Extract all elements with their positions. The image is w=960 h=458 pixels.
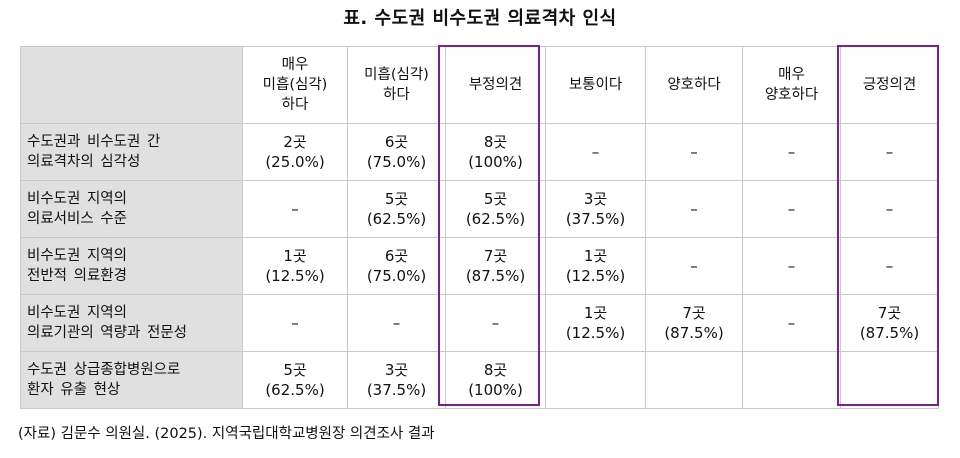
table-cell: 2곳 (25.0%) xyxy=(242,123,348,181)
table-cell: – xyxy=(545,123,646,181)
table-cell: 5곳 (62.5%) xyxy=(242,351,348,409)
table-cell xyxy=(742,351,841,409)
header-row: 매우 미흡(심각) 하다 미흡(심각) 하다 부정의견 보통이다 양호하다 매우… xyxy=(20,46,939,124)
header-neutral: 보통이다 xyxy=(545,46,646,124)
header-poor: 미흡(심각) 하다 xyxy=(347,46,446,124)
table-cell: 5곳 (62.5%) xyxy=(445,180,546,238)
table-cell: 1곳 (12.5%) xyxy=(545,294,646,352)
table-title: 표. 수도권 비수도권 의료격차 인식 xyxy=(343,8,617,29)
header-positive: 긍정의견 xyxy=(840,46,939,124)
table-cell xyxy=(545,351,646,409)
table-cell: – xyxy=(242,180,348,238)
table-cell: 7곳 (87.5%) xyxy=(840,294,939,352)
table-cell: 6곳 (75.0%) xyxy=(347,237,446,295)
source-note: (자료) 김문수 의원실. (2025). 지역국립대학교병원장 의견조사 결과 xyxy=(18,426,435,442)
row-label: 비수도권 지역의 의료서비스 수준 xyxy=(20,180,243,238)
table-cell: – xyxy=(742,180,841,238)
table-cell xyxy=(840,351,939,409)
row-label: 비수도권 지역의 전반적 의료환경 xyxy=(20,237,243,295)
table-cell: 6곳 (75.0%) xyxy=(347,123,446,181)
table-cell: 5곳 (62.5%) xyxy=(347,180,446,238)
table-cell: 1곳 (12.5%) xyxy=(545,237,646,295)
table-cell xyxy=(645,351,743,409)
table-row: 비수도권 지역의 의료기관의 역량과 전문성 – – – 1곳 (12.5%) … xyxy=(20,294,939,352)
header-very-good: 매우 양호하다 xyxy=(742,46,841,124)
row-label: 수도권 상급종합병원으로 환자 유출 현상 xyxy=(20,351,243,409)
table-cell: 3곳 (37.5%) xyxy=(545,180,646,238)
table-row: 비수도권 지역의 의료서비스 수준 – 5곳 (62.5%) 5곳 (62.5%… xyxy=(20,180,939,238)
table-cell: – xyxy=(645,237,743,295)
table-cell: – xyxy=(347,294,446,352)
row-label: 수도권과 비수도권 간 의료격차의 심각성 xyxy=(20,123,243,181)
header-good: 양호하다 xyxy=(645,46,743,124)
table-cell: – xyxy=(742,123,841,181)
table-cell: 3곳 (37.5%) xyxy=(347,351,446,409)
header-corner xyxy=(20,46,243,124)
table-cell: 8곳 (100%) xyxy=(445,351,546,409)
table-cell: 8곳 (100%) xyxy=(445,123,546,181)
header-very-poor: 매우 미흡(심각) 하다 xyxy=(242,46,348,124)
row-label: 비수도권 지역의 의료기관의 역량과 전문성 xyxy=(20,294,243,352)
table-cell: – xyxy=(445,294,546,352)
header-negative: 부정의견 xyxy=(445,46,546,124)
table-row: 수도권과 비수도권 간 의료격차의 심각성 2곳 (25.0%) 6곳 (75.… xyxy=(20,123,939,181)
table-cell: – xyxy=(645,123,743,181)
table-row: 수도권 상급종합병원으로 환자 유출 현상 5곳 (62.5%) 3곳 (37.… xyxy=(20,351,939,409)
table-cell: 1곳 (12.5%) xyxy=(242,237,348,295)
table-cell: – xyxy=(840,123,939,181)
table-cell: – xyxy=(645,180,743,238)
table-cell: 7곳 (87.5%) xyxy=(445,237,546,295)
table-row: 비수도권 지역의 전반적 의료환경 1곳 (12.5%) 6곳 (75.0%) … xyxy=(20,237,939,295)
table-cell: – xyxy=(742,237,841,295)
table-cell: – xyxy=(840,180,939,238)
table-cell: – xyxy=(742,294,841,352)
table-cell: – xyxy=(242,294,348,352)
table-cell: – xyxy=(840,237,939,295)
survey-table: 매우 미흡(심각) 하다 미흡(심각) 하다 부정의견 보통이다 양호하다 매우… xyxy=(20,46,939,409)
table-cell: 7곳 (87.5%) xyxy=(645,294,743,352)
